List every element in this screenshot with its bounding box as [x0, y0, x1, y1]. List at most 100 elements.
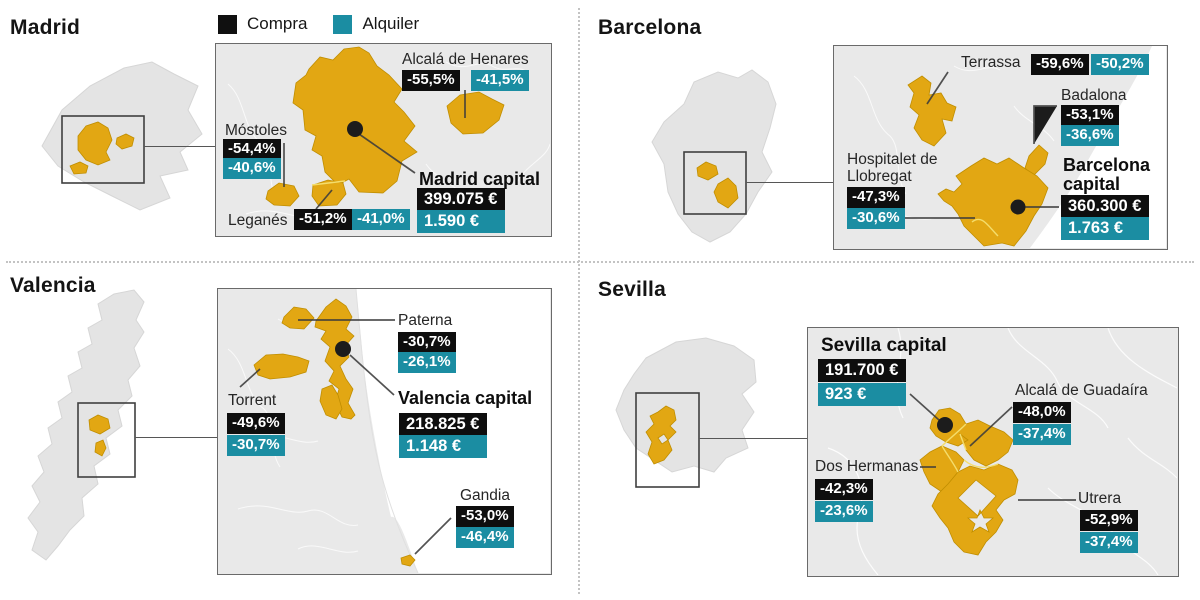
compra-badge-badalona: -53,1% [1061, 105, 1119, 126]
city-label-gandia: Gandia [460, 487, 510, 504]
capital-marker-icon [335, 341, 351, 357]
alquiler-badge-leganes: -41,0% [352, 209, 410, 230]
alquiler-swatch-icon [333, 14, 353, 34]
madrid-connector-line [144, 146, 215, 147]
region-title-valencia: Valencia [10, 274, 96, 297]
capital-label-madrid: Madrid capital [419, 169, 541, 189]
sevilla-map-box: Sevilla capital 191.700 € 923 € Alcalá d… [807, 327, 1179, 577]
inner-border-lines [941, 423, 999, 473]
leader-line-capital [349, 354, 395, 396]
alquiler-badge-gandia: -46,4% [456, 527, 514, 548]
legend-alquiler-label: Alquiler [362, 14, 420, 33]
minimap-municipality-shape [94, 439, 107, 457]
city-label-alcala-guadaira: Alcalá de Guadaíra [1015, 382, 1148, 399]
minimap-viewport-rect [61, 115, 145, 184]
compra-badge-terrassa: -59,6% [1031, 54, 1089, 75]
leader-line-capital [358, 133, 416, 174]
city-label-dos-hermanas: Dos Hermanas [815, 458, 919, 475]
compra-badge-hospitalet: -47,3% [847, 187, 905, 208]
city-label-utrera: Utrera [1078, 490, 1122, 507]
leader-line-gandia [414, 517, 452, 555]
city-label-alcala-henares: Alcalá de Henares [402, 51, 529, 68]
minimap-viewport-rect [635, 392, 700, 488]
coastline [355, 289, 419, 573]
capital-marker-icon [1010, 199, 1026, 215]
capital-compra-price-valencia: 218.825 € [399, 413, 487, 436]
municipality-terrassa-shape [907, 75, 957, 147]
barcelona-connector-line [746, 182, 833, 183]
region-title-madrid: Madrid [10, 16, 81, 39]
minimap-municipality-shape [69, 161, 89, 175]
capital-label-barcelona: Barcelona capital [1063, 155, 1151, 194]
leader-line-leganes [315, 189, 333, 210]
compra-swatch-icon [218, 14, 237, 34]
sevilla-connector-line [699, 438, 807, 439]
compra-badge-leganes: -51,2% [294, 209, 352, 230]
municipality-valencia-shape [314, 298, 356, 420]
capital-marker-icon [347, 121, 363, 137]
madrid-minimap [41, 61, 203, 211]
city-label-leganes: Leganés [228, 212, 288, 229]
minimap-municipality-shape [696, 161, 719, 181]
alquiler-badge-terrassa: -50,2% [1091, 54, 1149, 75]
municipality-torrent-shape [253, 353, 310, 380]
capital-alquiler-price-sevilla: 923 € [818, 383, 906, 406]
valencia-connector-line [135, 437, 217, 438]
city-label-hospitalet: Hospitalet de Llobregat [847, 151, 938, 185]
city-label-paterna: Paterna [398, 312, 453, 329]
city-label-terrassa: Terrassa [961, 54, 1021, 71]
municipality-valencia-south-shape [319, 384, 343, 420]
city-label-mostoles: Móstoles [225, 122, 288, 139]
valencia-region-silhouette [27, 289, 145, 561]
leader-line-capital [909, 393, 940, 421]
leader-line-badalona [1033, 105, 1057, 144]
capital-label-sevilla: Sevilla capital [821, 335, 947, 356]
municipality-utrera-shape [931, 463, 1019, 556]
legend-compra-label: Compra [247, 14, 308, 33]
alquiler-badge-torrent: -30,7% [227, 435, 285, 456]
alquiler-badge-hospitalet: -30,6% [847, 208, 905, 229]
capital-alquiler-price-valencia: 1.148 € [399, 435, 487, 458]
minimap-municipality-shape [645, 405, 677, 465]
leader-lines [909, 393, 1076, 501]
horizontal-divider [6, 261, 1194, 263]
compra-badge-alcala-guadaira: -48,0% [1013, 402, 1071, 423]
alquiler-badge-alcala-henares: -41,5% [471, 70, 529, 91]
capital-alquiler-price-madrid: 1.590 € [417, 210, 505, 233]
sevilla-minimap [615, 337, 757, 488]
alquiler-badge-alcala-guadaira: -37,4% [1013, 424, 1071, 445]
alquiler-badge-paterna: -26,1% [398, 352, 456, 373]
capital-compra-price-madrid: 399.075 € [417, 188, 505, 211]
capital-marker-icon [937, 417, 953, 433]
valencia-minimap [27, 289, 145, 561]
municipality-gandia-shape [400, 554, 416, 567]
capital-compra-price-barcelona: 360.300 € [1061, 195, 1149, 218]
minimap-municipality-shape [88, 414, 111, 435]
catalonia-region-silhouette [651, 69, 777, 243]
compra-badge-utrera: -52,9% [1080, 510, 1138, 531]
municipality-alcala-henares-shape [446, 91, 505, 135]
compra-badge-gandia: -53,0% [456, 506, 514, 527]
municipality-mostoles-shape [265, 182, 300, 207]
minimap-viewport-rect [77, 402, 136, 478]
leader-line-alcala-guadaira [969, 406, 1013, 447]
barcelona-map-box: Terrassa -59,6% -50,2% Badalona -53,1% -… [833, 45, 1168, 250]
capital-compra-price-sevilla: 191.700 € [818, 359, 906, 382]
compra-badge-mostoles: -54,4% [223, 139, 281, 160]
sevilla-map [827, 328, 1177, 575]
alquiler-badge-mostoles: -40,6% [223, 158, 281, 179]
municipality-paterna-shape [281, 306, 315, 330]
leader-lines [904, 71, 1059, 219]
compra-badge-paterna: -30,7% [398, 332, 456, 353]
capital-alquiler-price-barcelona: 1.763 € [1061, 217, 1149, 240]
minimap-viewport-rect [683, 151, 747, 215]
madrid-map-box: Alcalá de Henares -55,5% -41,5% Móstoles… [215, 43, 552, 237]
barcelona-minimap [651, 69, 777, 243]
valencia-map-box: Paterna -30,7% -26,1% Torrent -49,6% -30… [217, 288, 552, 575]
alquiler-badge-badalona: -36,6% [1061, 125, 1119, 146]
capital-label-valencia: Valencia capital [398, 388, 533, 408]
sevilla-region-silhouette [615, 337, 757, 473]
inner-border-line [311, 180, 346, 186]
compra-badge-torrent: -49,6% [227, 413, 285, 434]
